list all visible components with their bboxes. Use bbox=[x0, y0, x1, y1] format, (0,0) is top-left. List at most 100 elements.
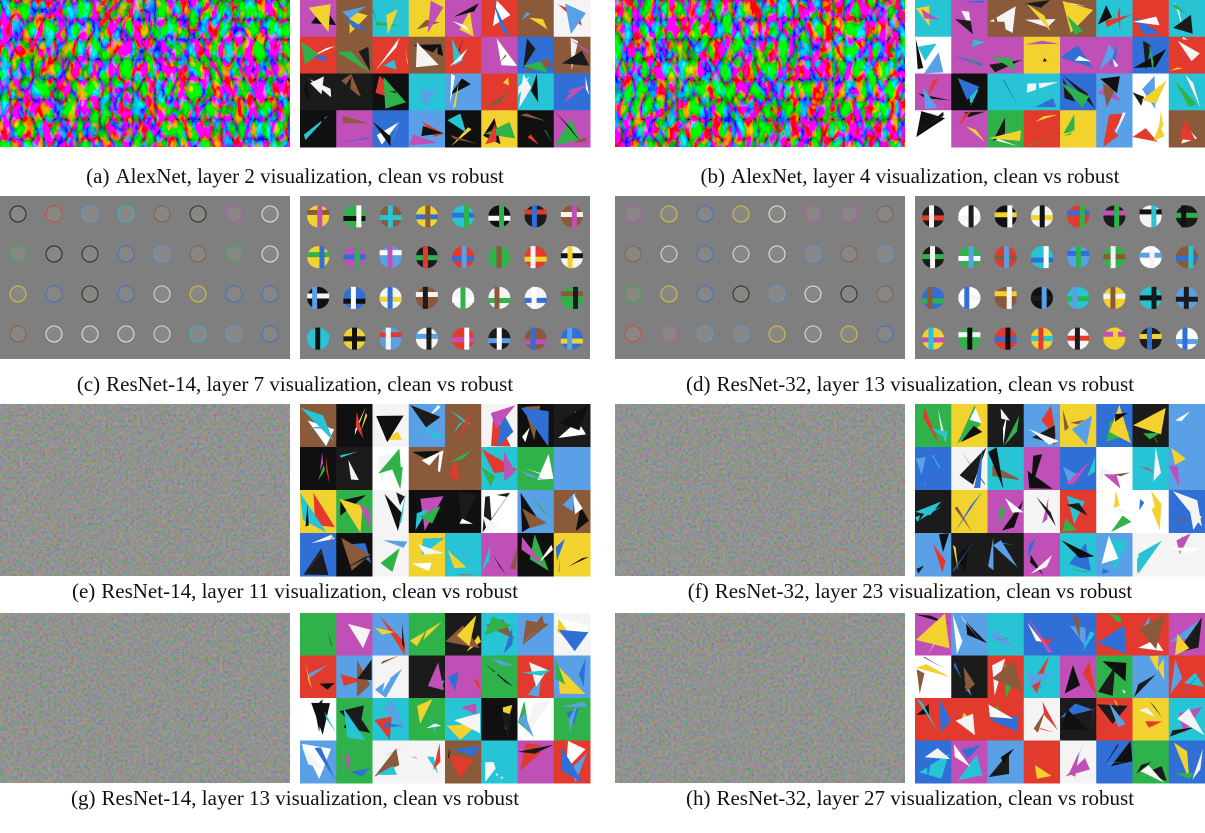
feature-stroke bbox=[1111, 246, 1116, 268]
feature-dot bbox=[841, 286, 857, 302]
feature-stroke bbox=[307, 252, 329, 257]
clean-visualization bbox=[615, 613, 905, 783]
feature-stroke bbox=[1067, 210, 1089, 215]
feature-stroke bbox=[531, 328, 536, 350]
feature-stroke bbox=[351, 287, 356, 309]
robust-visualization bbox=[300, 196, 590, 359]
subfigure-caption: (h)ResNet-32, layer 27 visualization, cl… bbox=[686, 786, 1134, 810]
feature-dot bbox=[226, 246, 242, 262]
subfigure-caption: (c)ResNet-14, layer 7 visualization, cle… bbox=[77, 372, 514, 396]
feature-cell bbox=[951, 533, 988, 577]
robust-visualization bbox=[300, 404, 591, 577]
caption-text: ResNet-32, layer 27 visualization, clean… bbox=[716, 786, 1134, 810]
robust-visualization bbox=[915, 196, 1205, 359]
clean-visualization bbox=[615, 404, 905, 576]
feature-cell bbox=[481, 74, 518, 111]
feature-stroke bbox=[928, 328, 933, 350]
noise-image bbox=[0, 0, 290, 147]
feature-stroke bbox=[567, 328, 572, 350]
feature-dot bbox=[262, 246, 278, 262]
caption-text: ResNet-32, layer 23 visualization, clean… bbox=[715, 579, 1133, 603]
feature-stroke bbox=[387, 246, 392, 268]
feature-dot bbox=[661, 286, 677, 302]
subfigure-label: (a) bbox=[86, 164, 109, 188]
feature-dot bbox=[877, 206, 893, 222]
feature-stroke bbox=[423, 287, 428, 309]
feature-cell bbox=[445, 74, 482, 111]
noise-overlay bbox=[0, 613, 290, 783]
feature-dot bbox=[805, 206, 821, 222]
feature-dot bbox=[769, 286, 785, 302]
caption-text: AlexNet, layer 4 visualization, clean vs… bbox=[731, 164, 1120, 188]
feature-stroke bbox=[388, 287, 393, 309]
feature-dot bbox=[661, 206, 677, 222]
feature-stroke bbox=[568, 246, 573, 268]
feature-cell bbox=[336, 404, 373, 448]
image-background bbox=[0, 196, 290, 359]
feature-stroke bbox=[1182, 328, 1187, 350]
feature-dot bbox=[697, 206, 713, 222]
feature-stroke bbox=[499, 205, 504, 227]
feature-stroke bbox=[388, 205, 393, 227]
feature-cell bbox=[336, 447, 373, 491]
feature-stroke bbox=[1038, 328, 1043, 350]
feature-dot bbox=[10, 286, 26, 302]
feature-stroke bbox=[317, 205, 322, 227]
page: (a)AlexNet, layer 2 visualization, clean… bbox=[0, 0, 1205, 833]
feature-stroke bbox=[460, 287, 465, 309]
feature-stroke bbox=[1114, 205, 1119, 227]
feature-dot bbox=[841, 246, 857, 262]
feature-dot bbox=[805, 286, 821, 302]
subfigure-label: (g) bbox=[71, 786, 96, 810]
robust-visualization bbox=[915, 613, 1205, 784]
noise-overlay bbox=[615, 404, 905, 576]
feature-stroke bbox=[1067, 296, 1089, 301]
feature-dot bbox=[46, 286, 62, 302]
feature-patch bbox=[1067, 205, 1089, 227]
feature-patch bbox=[1140, 205, 1162, 227]
feature-dot bbox=[82, 326, 98, 342]
feature-stroke bbox=[572, 205, 577, 227]
feature-cell bbox=[988, 404, 1025, 448]
feature-dot bbox=[10, 326, 26, 342]
subfigure-label: (b) bbox=[701, 164, 726, 188]
feature-stroke bbox=[930, 246, 935, 268]
subfigure-caption: (e)ResNet-14, layer 11 visualization, cl… bbox=[72, 579, 518, 603]
caption-text: ResNet-14, layer 11 visualization, clean… bbox=[101, 579, 518, 603]
feature-stroke bbox=[319, 246, 324, 268]
robust-visualization bbox=[300, 0, 591, 148]
feature-patch bbox=[525, 328, 547, 350]
feature-stroke bbox=[312, 287, 317, 309]
feature-dot bbox=[118, 246, 134, 262]
feature-dot bbox=[154, 326, 170, 342]
feature-dot bbox=[841, 326, 857, 342]
feature-cell bbox=[1024, 613, 1061, 656]
feature-dot bbox=[769, 326, 785, 342]
feature-stroke bbox=[1188, 246, 1193, 268]
feature-dot bbox=[877, 246, 893, 262]
feature-dot bbox=[697, 326, 713, 342]
feature-stroke bbox=[531, 246, 536, 268]
feature-stroke bbox=[315, 328, 320, 350]
feature-stroke bbox=[464, 328, 469, 350]
feature-dot bbox=[733, 326, 749, 342]
feature-dot bbox=[82, 246, 98, 262]
feature-cell bbox=[300, 447, 337, 491]
feature-stroke bbox=[1007, 287, 1012, 309]
feature-cell bbox=[1133, 447, 1170, 491]
feature-patch bbox=[561, 287, 583, 309]
feature-stroke bbox=[969, 246, 974, 268]
feature-dot bbox=[625, 326, 641, 342]
feature-cell bbox=[336, 110, 373, 147]
feature-stroke bbox=[343, 254, 365, 259]
feature-dot bbox=[82, 206, 98, 222]
feature-stroke bbox=[1075, 328, 1080, 350]
feature-stroke bbox=[494, 287, 499, 309]
feature-dot bbox=[190, 246, 206, 262]
feature-dot bbox=[661, 246, 677, 262]
feature-dot bbox=[805, 326, 821, 342]
feature-stroke bbox=[307, 293, 329, 298]
feature-cell bbox=[300, 656, 337, 699]
feature-stroke bbox=[532, 205, 537, 227]
feature-dot bbox=[190, 286, 206, 302]
